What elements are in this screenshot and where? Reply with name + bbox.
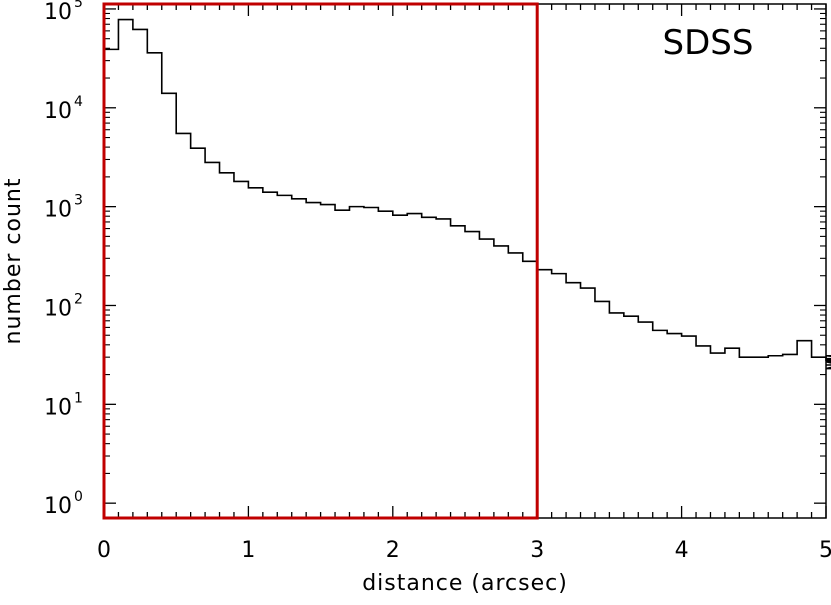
x-tick-label: 2 [386, 538, 400, 563]
axes-ticks [103, 4, 827, 518]
x-tick-label: 5 [819, 538, 831, 563]
plot-frame [103, 3, 827, 519]
x-axis-title: distance (arcsec) [362, 571, 568, 596]
highlight-region-box [102, 2, 539, 520]
x-tick-labels: 0 1 2 3 4 5 [97, 538, 831, 563]
y-axis-title: number count [1, 178, 26, 345]
y-tick-exponent: 4 [74, 94, 83, 110]
y-tick-label: 10 [44, 99, 72, 124]
y-tick-label: 10 [44, 198, 72, 223]
histogram-line [104, 18, 831, 370]
y-tick-label: 10 [44, 395, 72, 420]
y-tick-exponent: 1 [74, 390, 83, 406]
y-tick-exponent: 5 [74, 0, 83, 11]
x-tick-label: 3 [530, 538, 544, 563]
x-tick-label: 1 [241, 538, 255, 563]
y-tick-label: 10 [44, 494, 72, 519]
y-tick-label: 10 [44, 296, 72, 321]
y-tick-label: 10 [44, 0, 72, 25]
y-tick-exponent: 2 [74, 291, 83, 307]
x-tick-label: 0 [97, 538, 111, 563]
annotation-label: SDSS [663, 23, 754, 63]
y-tick-exponent: 3 [74, 193, 83, 209]
y-tick-exponent: 0 [74, 489, 83, 505]
x-tick-label: 4 [675, 538, 689, 563]
